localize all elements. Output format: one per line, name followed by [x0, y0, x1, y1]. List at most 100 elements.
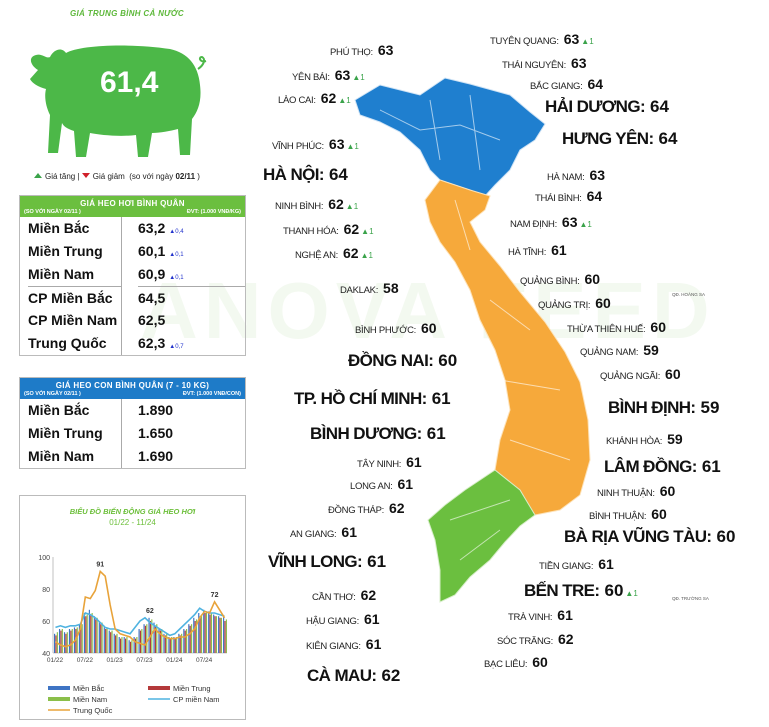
bar-miền-trung — [105, 629, 107, 653]
price-value: 1.650 — [138, 422, 245, 445]
bar-miền-bắc — [123, 637, 125, 653]
province-label: THÁI BÌNH: 64 — [535, 188, 602, 206]
province-name: SÓC TRĂNG: — [497, 636, 553, 647]
price-number: 60,9 — [138, 266, 166, 282]
bar-miền-trung — [159, 630, 161, 653]
province-price: 60 — [659, 483, 676, 499]
province-price: 63 — [377, 42, 394, 58]
province-label: CÀ MAU: 62 — [307, 666, 400, 686]
province-label: NAM ĐỊNH: 63 ▲1 — [510, 214, 592, 232]
price-chart: 40 60 80 100 01/22 07/22 01/23 07/23 01/24 07/24 9… — [38, 555, 227, 715]
x-tick-label: 07/24 — [196, 657, 213, 664]
price-value: 1.890 — [138, 399, 245, 422]
price-delta: ▲0,1 — [169, 275, 184, 281]
bar-miền-trung — [129, 641, 132, 653]
region-label: Miền Nam — [28, 266, 95, 282]
province-name: HÀ NỘI: — [263, 165, 325, 184]
province-price: 62 — [320, 90, 337, 106]
bar-miền-trung — [65, 633, 67, 653]
province-name: TP. HỒ CHÍ MINH: — [294, 389, 427, 408]
province-name: ĐỒNG NAI: — [348, 351, 434, 370]
region-label: Miền Trung — [28, 425, 103, 441]
province-name: VĨNH LONG: — [268, 552, 363, 571]
bar-miền-trung — [189, 625, 191, 653]
province-name: QUẢNG NGÃI: — [600, 371, 661, 382]
province-label: BÌNH ĐỊNH: 59 — [608, 398, 719, 418]
legend-label: CP miền Nam — [173, 695, 220, 704]
province-price: 59 — [667, 431, 683, 447]
price-value: 60,1 ▲0,1 — [138, 240, 245, 263]
province-price: 61 — [551, 242, 567, 258]
province-name: QUẢNG TRỊ: — [538, 300, 591, 311]
bar-miền-trung — [194, 621, 196, 653]
bar-miền-bắc — [83, 613, 86, 653]
y-tick-label: 40 — [42, 651, 50, 658]
bar-miền-nam — [66, 632, 68, 653]
piglet-compare: (SO VỚI NGÀY 02/11 ) — [24, 391, 81, 397]
province-price: 60 — [650, 319, 666, 335]
bar-miền-bắc — [93, 616, 95, 653]
bar-miền-bắc — [63, 632, 66, 653]
province-label: LÂM ĐỒNG: 61 — [604, 457, 721, 477]
province-price: 61 — [406, 454, 422, 470]
legend-label: Trung Quốc — [73, 706, 113, 715]
province-price: 61 — [431, 389, 451, 408]
province-label: THÁI NGUYÊN: 63 — [502, 55, 587, 73]
chart-subtitle: 01/22 - 11/24 — [109, 518, 156, 527]
province-price: 60 — [421, 320, 437, 336]
bar-miền-bắc — [128, 640, 130, 653]
bar-miền-trung — [154, 625, 156, 653]
bar-miền-bắc — [113, 633, 115, 653]
price-number: 1.690 — [138, 448, 174, 464]
province-label: HẢI DƯƠNG: 64 — [545, 97, 669, 117]
y-tick-label: 60 — [42, 619, 50, 626]
piglet-title: GIÁ HEO CON BÌNH QUÂN (7 - 10 KG) — [55, 381, 210, 390]
region-label: Miền Trung — [28, 243, 103, 259]
bar-miền-nam — [195, 619, 198, 653]
bar-miền-bắc — [213, 614, 215, 653]
legend-date: 02/11 — [175, 172, 196, 181]
price-number: 60,1 — [138, 243, 166, 259]
province-label: BÌNH PHƯỚC: 60 — [355, 320, 437, 338]
bar-miền-bắc — [118, 637, 120, 653]
price-chart-panel: BIỂU ĐỒ BIẾN ĐỘNG GIÁ HEO HƠI 01/22 - 11… — [19, 495, 246, 720]
price-number: 63,2 — [138, 220, 166, 236]
bar-miền-trung — [70, 630, 72, 653]
price-value: 1.690 — [138, 445, 245, 468]
bar-miền-trung — [224, 621, 226, 653]
province-name: BẮC GIANG: — [530, 81, 583, 92]
province-name: QUẢNG NAM: — [580, 347, 639, 358]
peak-annotation: 72 — [211, 592, 219, 599]
province-label: CẦN THƠ: 62 — [312, 587, 376, 605]
bar-miền-bắc — [218, 616, 220, 653]
piglet-unit: ĐVT: (1.000 VNĐ/CON) — [182, 391, 241, 397]
province-price: 64 — [586, 188, 603, 204]
bar-miền-nam — [101, 622, 103, 653]
live-pig-compare: (SO VỚI NGÀY 02/11 ) — [24, 209, 81, 215]
region-label: Trung Quốc — [28, 335, 107, 351]
province-name: TUYÊN QUANG: — [490, 36, 559, 47]
bar-miền-trung — [169, 638, 171, 653]
bar-miền-trung — [85, 616, 87, 653]
province-name: BẠC LIÊU: — [484, 659, 528, 670]
bar-miền-bắc — [168, 637, 170, 653]
bar-miền-nam — [76, 627, 78, 653]
region-column: Miền Bắc Miền Trung Miền Nam CP Miền Bắc CP … — [20, 217, 122, 355]
y-tick-label: 100 — [38, 555, 50, 562]
bar-miền-trung — [120, 638, 122, 653]
province-name: BẾN TRE: — [524, 581, 600, 600]
province-label: TÂY NINH: 61 — [357, 454, 422, 472]
province-price: 61 — [598, 556, 614, 572]
bar-miền-trung — [124, 638, 127, 653]
bar-miền-bắc — [203, 609, 205, 653]
province-name: TÂY NINH: — [357, 459, 402, 470]
province-label: YÊN BÁI: 63 ▲1 — [292, 67, 365, 85]
bar-miền-nam — [146, 624, 148, 653]
map-region-north — [354, 77, 546, 197]
piglet-header: GIÁ HEO CON BÌNH QUÂN (7 - 10 KG) (SO VỚ… — [20, 378, 245, 399]
province-price: 61 — [426, 424, 446, 443]
province-price: 60 — [716, 527, 736, 546]
region-column: Miền Bắc Miền Trung Miền Nam — [20, 399, 122, 468]
province-name: LÂM ĐỒNG: — [604, 457, 697, 476]
chart-title: BIỂU ĐỒ BIẾN ĐỘNG GIÁ HEO HƠI — [69, 507, 196, 516]
